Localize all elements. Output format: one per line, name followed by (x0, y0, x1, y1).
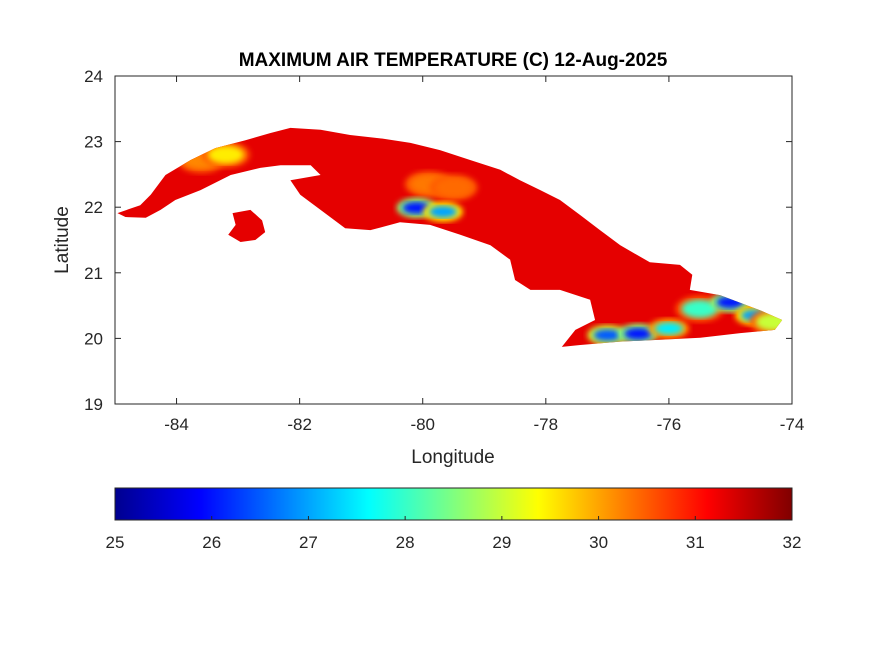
temperature-cell (681, 299, 718, 318)
x-tick-label: -82 (287, 415, 312, 434)
colorbar-tick-label: 30 (589, 533, 608, 552)
land-region-1 (228, 209, 266, 242)
colorbar-tick-label: 26 (202, 533, 221, 552)
y-tick-label: 21 (84, 264, 103, 283)
y-tick-label: 20 (84, 329, 103, 348)
y-axis: 19 20 21 22 23 24 (84, 67, 792, 414)
temperature-cell (429, 205, 458, 218)
x-axis: -84 -82 -80 -78 -76 -74 (164, 76, 804, 434)
colorbar-ticks: 25 26 27 28 29 30 31 32 (106, 516, 802, 552)
plot-area (115, 76, 792, 404)
y-tick-label: 19 (84, 395, 103, 414)
x-axis-label: Longitude (411, 447, 494, 468)
x-tick-label: -80 (410, 415, 435, 434)
x-tick-label: -84 (164, 415, 189, 434)
chart-title: MAXIMUM AIR TEMPERATURE (C) 12-Aug-2025 (239, 50, 668, 71)
y-tick-label: 22 (84, 198, 103, 217)
colorbar-tick-label: 29 (492, 533, 511, 552)
x-tick-label: -74 (780, 415, 805, 434)
land-region-0 (117, 127, 783, 347)
y-tick-label: 23 (84, 133, 103, 152)
colorbar-tick-label: 28 (396, 533, 415, 552)
colorbar-tick-label: 27 (299, 533, 318, 552)
x-tick-label: -76 (657, 415, 682, 434)
temperature-cell (624, 327, 653, 340)
temperature-cell (654, 322, 683, 335)
x-tick-label: -78 (534, 415, 559, 434)
y-axis-label: Latitude (52, 206, 73, 274)
y-tick-label: 24 (84, 67, 103, 86)
colorbar-tick-label: 25 (106, 533, 125, 552)
colorbar (114, 487, 793, 521)
temperature-cell (435, 178, 472, 197)
temperature-cell (593, 329, 622, 342)
temperature-cell (207, 145, 244, 164)
colorbar-tick-label: 32 (783, 533, 802, 552)
plot-frame (114, 75, 793, 405)
colorbar-tick-label: 31 (686, 533, 705, 552)
temperature-cell (755, 313, 783, 331)
